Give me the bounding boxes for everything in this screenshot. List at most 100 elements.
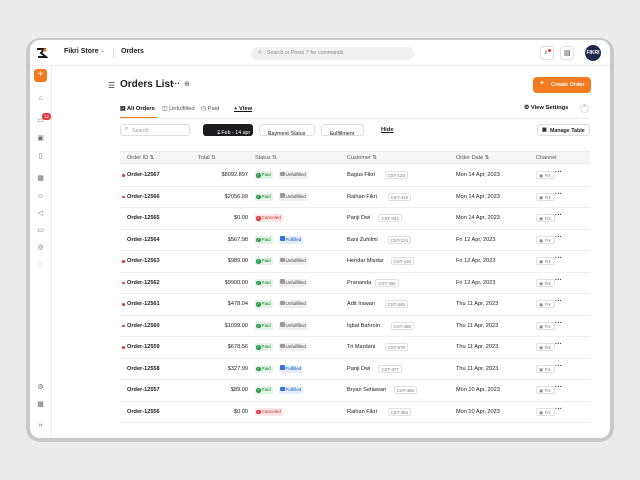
add-button[interactable]: + <box>34 69 47 82</box>
order-id[interactable]: Order-12557 <box>127 387 160 393</box>
discount-icon[interactable]: ▭ <box>37 227 44 234</box>
order-id[interactable]: Order-12556 <box>127 408 160 415</box>
column-header-total[interactable]: Total ⇅ <box>198 155 216 161</box>
customer-name[interactable]: Bryan Setiawan <box>347 387 387 393</box>
store-icon[interactable]: ▦ <box>37 175 44 182</box>
customer-name[interactable]: Bani Zuhilmi <box>347 236 378 243</box>
row-more-icon[interactable]: ··· <box>555 233 562 241</box>
tab-unfulfilled[interactable]: ◫ Unfulfilled <box>162 106 195 112</box>
customer-name[interactable]: Raihan Fikri <box>347 193 377 200</box>
refresh-icon[interactable]: ⊕ <box>184 81 190 88</box>
unread-dot <box>122 346 125 349</box>
table-row[interactable]: Order-12564 $567.98 ✓ Paid Fulfilled Bani Zuh… <box>120 230 590 251</box>
table-row[interactable]: Order-12556 $0.00 × Canceled Raihan Fikri CST… <box>120 402 590 423</box>
table-row[interactable]: Order-12558 $327.99 ✓ Paid Fulfilled Panji Dw… <box>120 359 590 380</box>
apps-icon[interactable]: ▩ <box>37 401 44 408</box>
messages-button[interactable]: ▤ <box>560 46 574 60</box>
divider <box>113 48 114 58</box>
support-icon[interactable]: ◌ <box>38 261 43 268</box>
create-order-button[interactable]: + Create Order <box>533 77 591 93</box>
order-id[interactable]: Order-12562 <box>127 279 160 286</box>
table-row[interactable]: Order-12561 $478.04 ✓ Paid Unfulfilled Adit I… <box>120 294 590 316</box>
expand-sidebar-icon[interactable]: » <box>38 422 43 429</box>
row-more-icon[interactable]: ··· <box>555 319 562 327</box>
box-icon <box>280 257 285 262</box>
order-id[interactable]: Order-12567 <box>127 172 160 178</box>
customer-name[interactable]: Bagus Fikri <box>347 172 375 178</box>
row-more-icon[interactable]: ··· <box>555 341 562 348</box>
table-row[interactable]: Order-12563 $989.00 ✓ Paid Unfulfilled Hendar… <box>120 251 590 273</box>
column-header-channel[interactable]: Channel <box>536 155 557 161</box>
row-more-icon[interactable]: ··· <box>555 298 562 305</box>
row-more-icon[interactable]: ··· <box>555 190 562 198</box>
calendar-icon[interactable]: ▣ <box>37 135 44 142</box>
column-header-customer[interactable]: Customer ⇅ <box>347 155 377 161</box>
order-id[interactable]: Order-12563 <box>127 258 160 264</box>
manage-table-button[interactable]: ▦ Manage Table <box>537 124 590 136</box>
table-row[interactable]: Order-12567 $8092.897 ✓ Paid Unfulfilled Bagu… <box>120 165 590 187</box>
table-search-input[interactable]: ⌕ Search <box>120 124 190 136</box>
customer-name[interactable]: Panji Dwi <box>347 365 371 372</box>
customers-icon[interactable]: ☺ <box>36 193 45 200</box>
date-range-filter[interactable]: 2 Feb - 14 apr ⌄ <box>203 124 253 136</box>
column-header-order-date[interactable]: Order Date ⇅ <box>456 155 490 161</box>
unread-dot <box>122 195 125 198</box>
order-total: $8092.897 <box>221 172 248 178</box>
customer-name[interactable]: Prananda <box>347 279 372 286</box>
view-settings-button[interactable]: ⚙ View Settings <box>524 105 569 111</box>
fulfillment-filter[interactable]: Fulfillment ⌄ <box>321 124 364 137</box>
order-id[interactable]: Order-12559 <box>127 344 160 350</box>
customer-name[interactable]: Adit Irawan <box>347 301 375 307</box>
row-more-icon[interactable]: ··· <box>555 362 562 370</box>
order-id[interactable]: Order-12561 <box>127 301 160 307</box>
column-header-status[interactable]: Status ⇅ <box>255 155 277 161</box>
table-row[interactable]: Order-12557 $89.00 ✓ Paid Fulfilled Bryan Set… <box>120 380 590 402</box>
row-more-icon[interactable]: ··· <box>555 276 562 284</box>
customer-name[interactable]: Panji Dwi <box>347 215 371 221</box>
order-id[interactable]: Order-12564 <box>127 236 160 243</box>
customer-name[interactable]: Tri Mardani <box>347 344 376 350</box>
table-row[interactable]: Order-12562 $9900.00 ✓ Paid Unfulfilled Prana… <box>120 273 590 294</box>
table-row[interactable]: Order-12559 $678.56 ✓ Paid Unfulfilled Tri Ma… <box>120 337 590 359</box>
settings-gear-icon[interactable]: ⚙ <box>37 384 44 391</box>
order-id[interactable]: Order-12565 <box>127 215 160 221</box>
avatar[interactable]: FIKRI <box>585 45 601 61</box>
column-header-order-id[interactable]: Order ID ⇅ <box>127 155 155 161</box>
hide-filters-link[interactable]: Hide <box>381 127 394 133</box>
chevron-down-icon[interactable]: ⌄ <box>100 48 106 54</box>
table-row[interactable]: Order-12565 $0.00 × Canceled Panji Dwi CST-43… <box>120 208 590 230</box>
row-more-icon[interactable]: ··· <box>555 212 562 219</box>
chevron-down-icon: ⌄ <box>268 131 273 137</box>
order-id[interactable]: Order-12566 <box>127 193 160 200</box>
table-row[interactable]: Order-12560 $1099.00 ✓ Paid Unfulfilled Iqbal… <box>120 316 590 337</box>
tab-all-orders[interactable]: ▤ All Orders <box>120 106 155 112</box>
chevron-up-icon[interactable]: ⌃ <box>580 104 589 113</box>
more-options-icon[interactable]: ··· <box>172 79 180 88</box>
marketing-icon[interactable]: ◁ <box>37 210 44 217</box>
menu-icon[interactable]: ☰ <box>108 81 116 90</box>
notifications-button[interactable]: ♪ <box>540 46 554 60</box>
row-more-icon[interactable]: ··· <box>555 169 562 176</box>
order-id[interactable]: Order-12558 <box>127 365 160 372</box>
payment-status-filter[interactable]: Payment Status ⌄ <box>259 124 315 137</box>
plus-icon: + <box>234 106 239 112</box>
row-more-icon[interactable]: ··· <box>555 255 562 262</box>
customer-name[interactable]: Hendar Misdar <box>347 258 384 264</box>
orders-icon[interactable]: ▭ <box>37 117 44 124</box>
unread-dot <box>122 174 125 177</box>
tab-paid[interactable]: ◷ Paid <box>201 106 220 112</box>
store-name[interactable]: Fikri Store <box>64 48 99 55</box>
row-more-icon[interactable]: ··· <box>555 384 562 391</box>
order-total: $0.00 <box>234 215 248 221</box>
order-id[interactable]: Order-12560 <box>127 322 160 329</box>
customer-name[interactable]: Iqbal Bahroin <box>347 322 380 329</box>
table-row[interactable]: Order-12566 $2056.99 ✓ Paid Unfulfilled Raiha… <box>120 187 590 208</box>
order-total: $9900.00 <box>224 279 248 286</box>
global-search-input[interactable]: ⌕ Search or Press '/' for commands <box>251 47 414 60</box>
customer-name[interactable]: Raihan Fikri <box>347 408 377 415</box>
add-view-button[interactable]: + View <box>234 106 253 112</box>
row-more-icon[interactable]: ··· <box>555 405 562 413</box>
document-icon[interactable]: ▯ <box>38 153 43 160</box>
analytics-icon[interactable]: ◎ <box>37 244 44 251</box>
home-icon[interactable]: ⌂ <box>38 95 43 102</box>
